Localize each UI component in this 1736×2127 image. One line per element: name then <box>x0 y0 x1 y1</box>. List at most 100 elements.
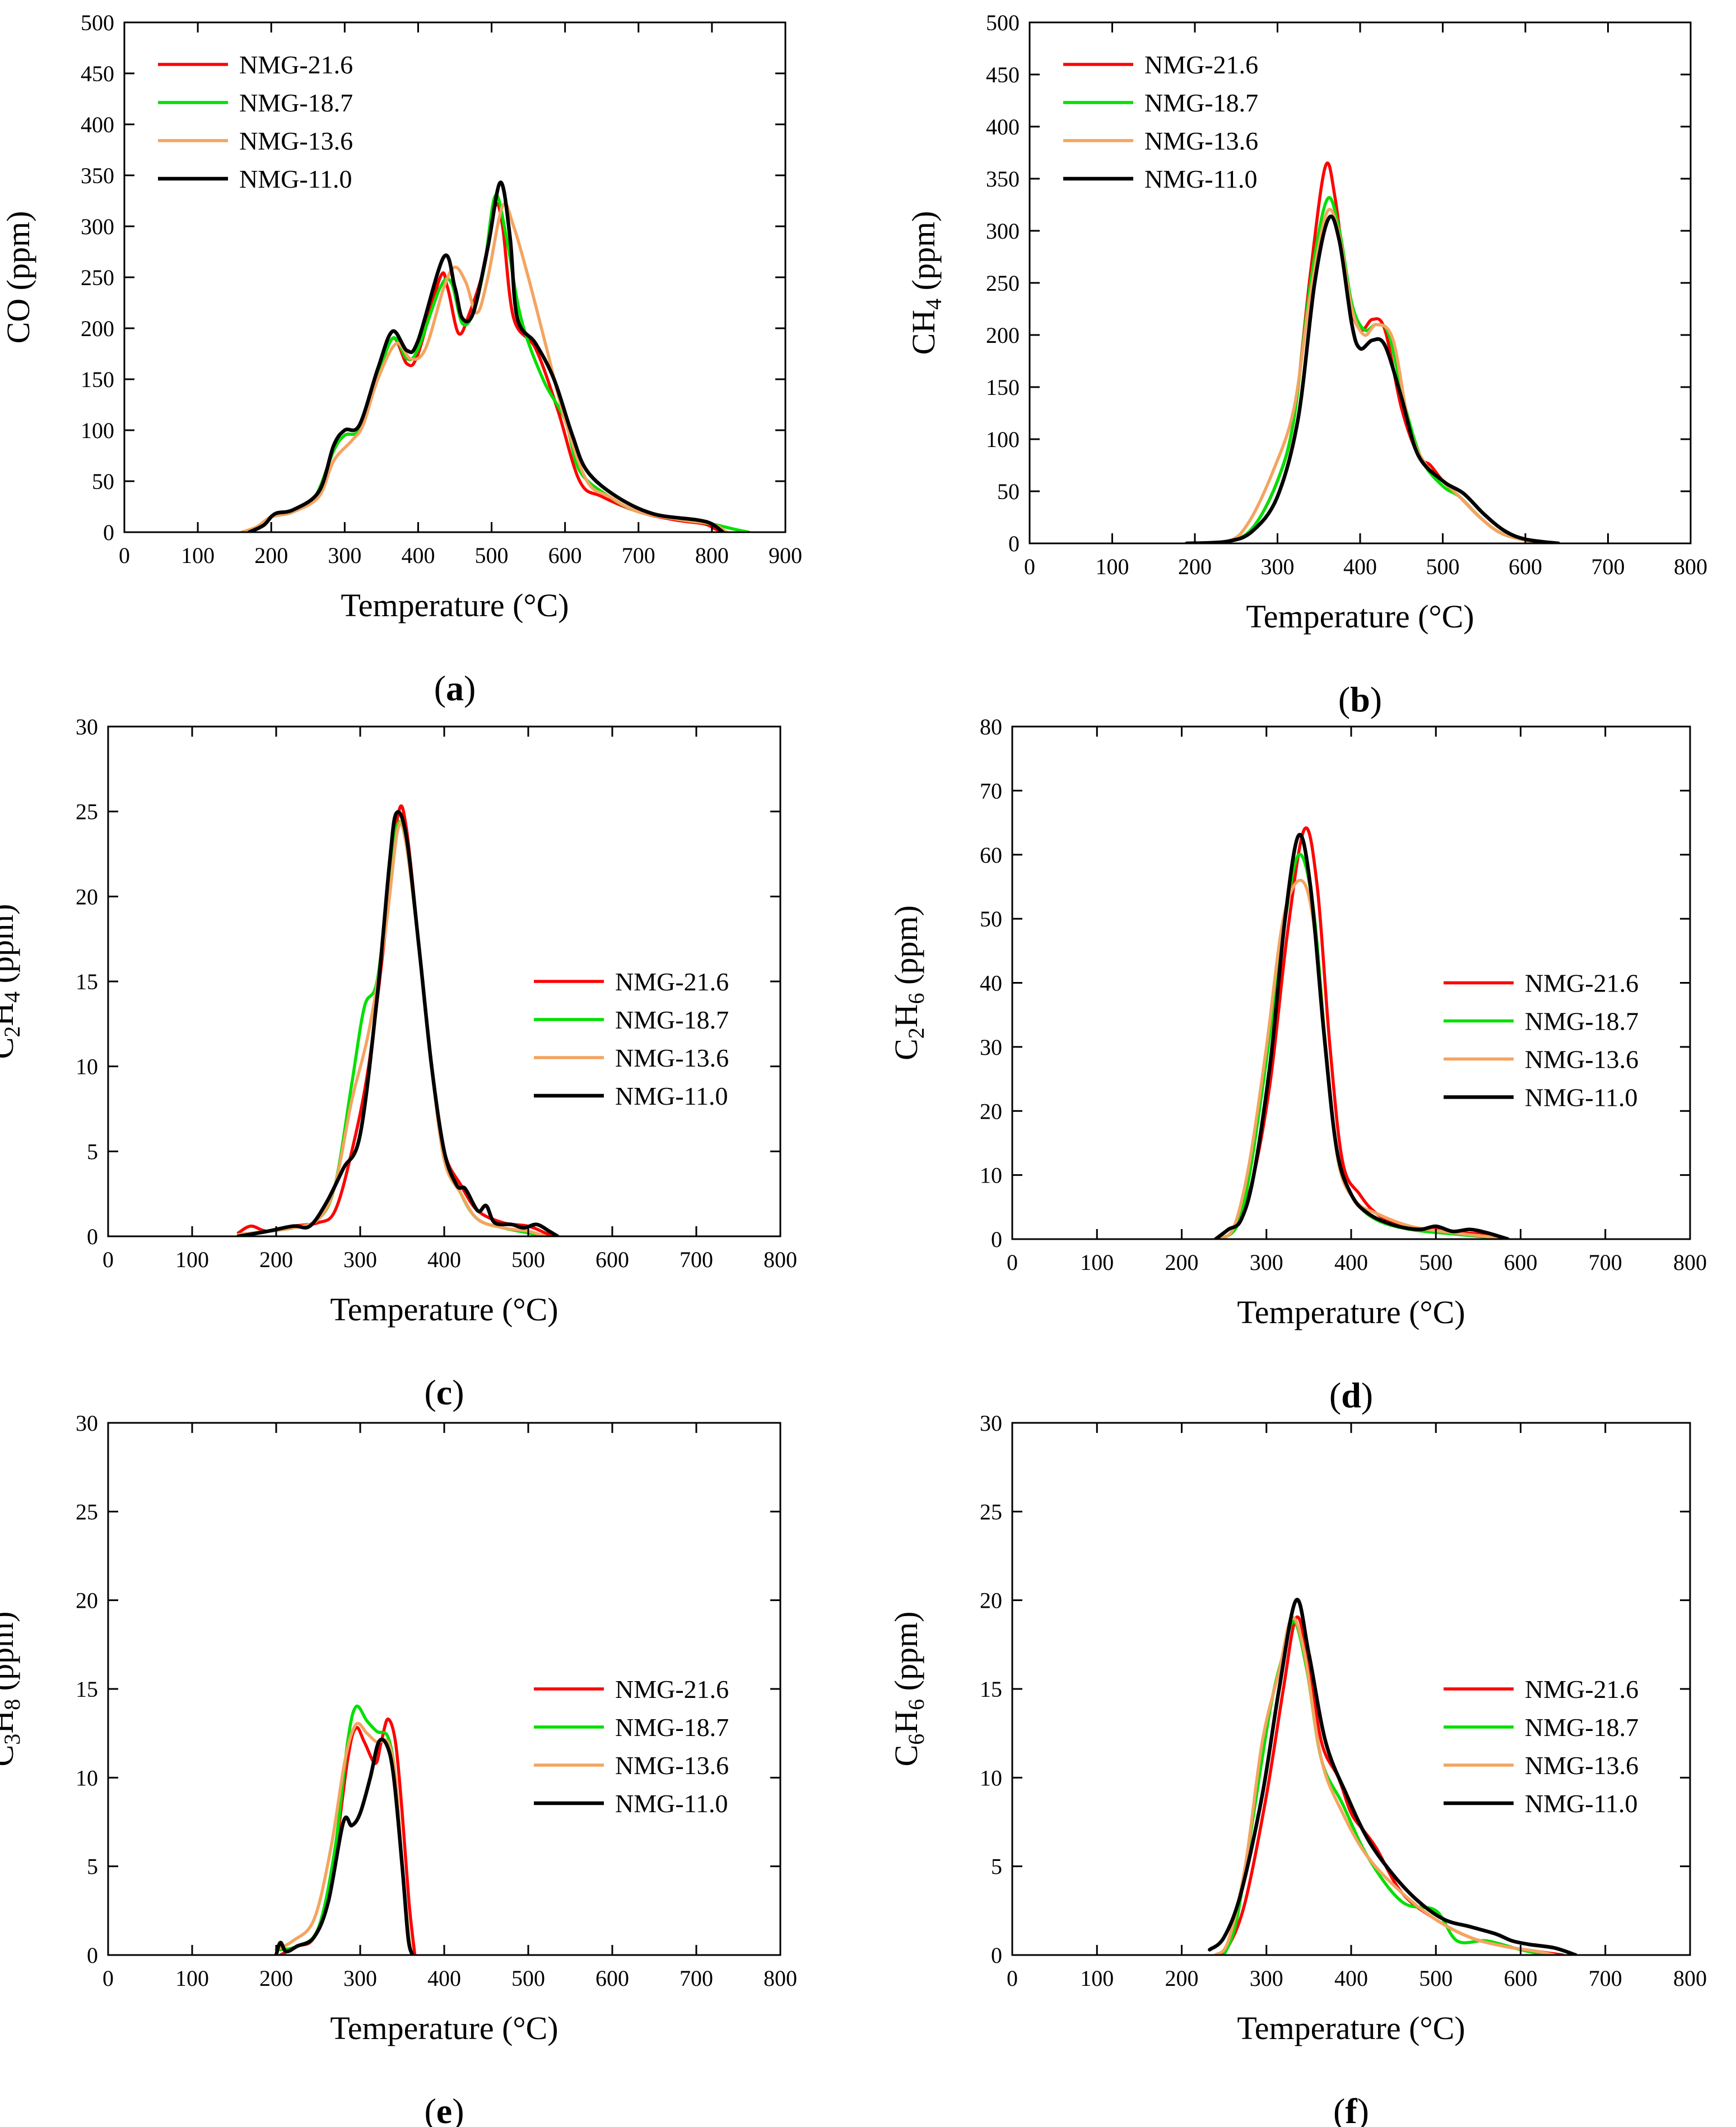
y-tick-label: 10 <box>980 1163 1002 1188</box>
x-axis-label: Temperature (°C) <box>330 2010 558 2046</box>
x-tick-label: 800 <box>1673 1250 1707 1275</box>
y-label-text: H <box>888 1710 924 1734</box>
y-tick-label: 400 <box>81 112 114 137</box>
series-line-nmg-11.0 <box>1185 214 1561 543</box>
x-tick-label: 700 <box>679 1966 713 1991</box>
legend-entry-label: NMG-18.7 <box>615 1006 729 1034</box>
y-tick-label: 300 <box>986 218 1020 244</box>
series-line-nmg-18.7 <box>1218 853 1501 1239</box>
x-tick-label: 700 <box>1591 554 1625 579</box>
legend-entry-label: NMG-11.0 <box>615 1789 728 1818</box>
y-tick-label: 450 <box>81 61 114 86</box>
x-tick-label: 500 <box>511 1247 545 1272</box>
y-tick-label: 300 <box>81 214 114 239</box>
legend-entry-label: NMG-11.0 <box>1525 1083 1637 1112</box>
panel-label: (b) <box>1338 679 1382 719</box>
y-tick-label: 100 <box>81 418 114 443</box>
x-tick-label: 0 <box>119 543 130 568</box>
x-tick-label: 900 <box>769 543 802 568</box>
series-line-nmg-21.6 <box>1218 826 1506 1239</box>
chart-panel-a: 0 100 200 300 400 500 600 700 800 900 0 50 100 150 200… <box>0 10 802 708</box>
x-tick-label: 400 <box>1334 1250 1368 1275</box>
x-tick-label: 400 <box>427 1966 461 1991</box>
y-tick-label: 30 <box>76 714 98 739</box>
y-label-subscript: 4 <box>921 299 946 310</box>
x-tick-label: 500 <box>1419 1250 1453 1275</box>
x-tick-label: 800 <box>1673 1966 1707 1991</box>
x-tick-label: 0 <box>1007 1250 1018 1275</box>
series-line-nmg-11.0 <box>236 810 560 1236</box>
chart-panel-f: 0 100 200 300 400 500 600 700 800 0 5 10 15 20 25 30 Tem… <box>888 1411 1707 2127</box>
series-line-nmg-21.6 <box>240 202 728 532</box>
y-tick-label: 10 <box>980 1765 1002 1790</box>
x-tick-label: 300 <box>328 543 361 568</box>
y-tick-label: 0 <box>991 1943 1002 1968</box>
y-label-text: C <box>0 1037 20 1059</box>
y-label-unit: (ppm) <box>0 211 36 299</box>
x-tick-label: 500 <box>511 1966 545 1991</box>
y-label-text: CO <box>0 299 36 344</box>
y-tick-label: 350 <box>81 163 114 188</box>
x-tick-label: 800 <box>764 1247 797 1272</box>
legend-entry-label: NMG-21.6 <box>239 50 353 79</box>
y-tick-label: 0 <box>103 520 114 545</box>
y-label-unit: (ppm) <box>0 904 20 992</box>
y-tick-label: 80 <box>980 714 1002 739</box>
y-tick-label: 5 <box>87 1139 98 1164</box>
legend-entry-label: NMG-18.7 <box>615 1713 729 1742</box>
x-tick-label: 100 <box>1096 554 1129 579</box>
x-tick-label: 200 <box>259 1966 293 1991</box>
series-line-nmg-18.7 <box>1222 1619 1548 1955</box>
chart-panel-d: 0 100 200 300 400 500 600 700 800 0 10 20 30 40 50 60 70… <box>888 714 1707 1415</box>
y-label-subscript: 8 <box>0 1699 25 1710</box>
y-tick-label: 400 <box>986 114 1020 139</box>
x-tick-label: 300 <box>343 1966 377 1991</box>
x-tick-label: 700 <box>1589 1966 1622 1991</box>
x-tick-label: 200 <box>254 543 288 568</box>
panel-label: (d) <box>1329 1375 1373 1415</box>
y-tick-label: 50 <box>92 469 114 494</box>
x-tick-label: 0 <box>1024 554 1035 579</box>
legend-entry-label: NMG-13.6 <box>615 1751 729 1780</box>
y-label-subscript: 6 <box>904 1734 929 1745</box>
y-tick-label: 0 <box>87 1224 98 1249</box>
y-axis-label: CO (ppm) <box>0 211 36 344</box>
y-tick-label: 15 <box>76 969 98 994</box>
y-tick-label: 150 <box>986 375 1020 400</box>
x-tick-label: 600 <box>1504 1250 1538 1275</box>
x-axis-label: Temperature (°C) <box>330 1291 558 1328</box>
x-axis-label: Temperature (°C) <box>1246 598 1474 635</box>
x-tick-label: 800 <box>1674 554 1707 579</box>
y-tick-label: 15 <box>76 1677 98 1702</box>
y-label-subscript: 2 <box>904 1027 929 1039</box>
x-tick-label: 800 <box>764 1966 797 1991</box>
chart-panel-e: 0 100 200 300 400 500 600 700 800 0 5 10 15 20 25 30 Tem… <box>0 1411 797 2127</box>
y-tick-label: 5 <box>991 1854 1002 1879</box>
y-tick-label: 200 <box>986 323 1020 348</box>
x-tick-label: 0 <box>103 1966 114 1991</box>
series-line-nmg-18.7 <box>1185 196 1548 543</box>
y-label-unit: (ppm) <box>888 1612 924 1699</box>
legend-entry-label: NMG-18.7 <box>1525 1713 1639 1742</box>
x-tick-label: 600 <box>1504 1966 1538 1991</box>
series-line-nmg-11.0 <box>1208 1598 1578 1955</box>
legend-entry-label: NMG-13.6 <box>1144 127 1258 155</box>
y-tick-label: 25 <box>980 1499 1002 1524</box>
y-label-unit: (ppm) <box>888 905 924 993</box>
x-axis-label: Temperature (°C) <box>1237 1294 1465 1330</box>
y-axis-label: C2H6 (ppm) <box>888 905 929 1060</box>
x-tick-label: 100 <box>1080 1966 1114 1991</box>
legend-entry-label: NMG-18.7 <box>239 89 353 117</box>
x-tick-label: 200 <box>1178 554 1212 579</box>
y-tick-label: 25 <box>76 799 98 825</box>
y-tick-label: 350 <box>986 166 1020 192</box>
series-line-nmg-13.6 <box>236 820 547 1236</box>
y-label-text: CH <box>905 310 942 355</box>
y-label-text: C <box>888 1745 924 1767</box>
y-axis-label: C6H6 (ppm) <box>888 1612 929 1767</box>
y-label-subscript: 6 <box>904 993 929 1004</box>
legend-entry-label: NMG-13.6 <box>615 1044 729 1072</box>
x-tick-label: 500 <box>475 543 509 568</box>
y-tick-label: 20 <box>980 1588 1002 1613</box>
